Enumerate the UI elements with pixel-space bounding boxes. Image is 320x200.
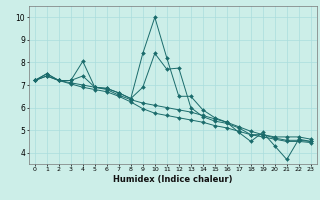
- X-axis label: Humidex (Indice chaleur): Humidex (Indice chaleur): [113, 175, 233, 184]
